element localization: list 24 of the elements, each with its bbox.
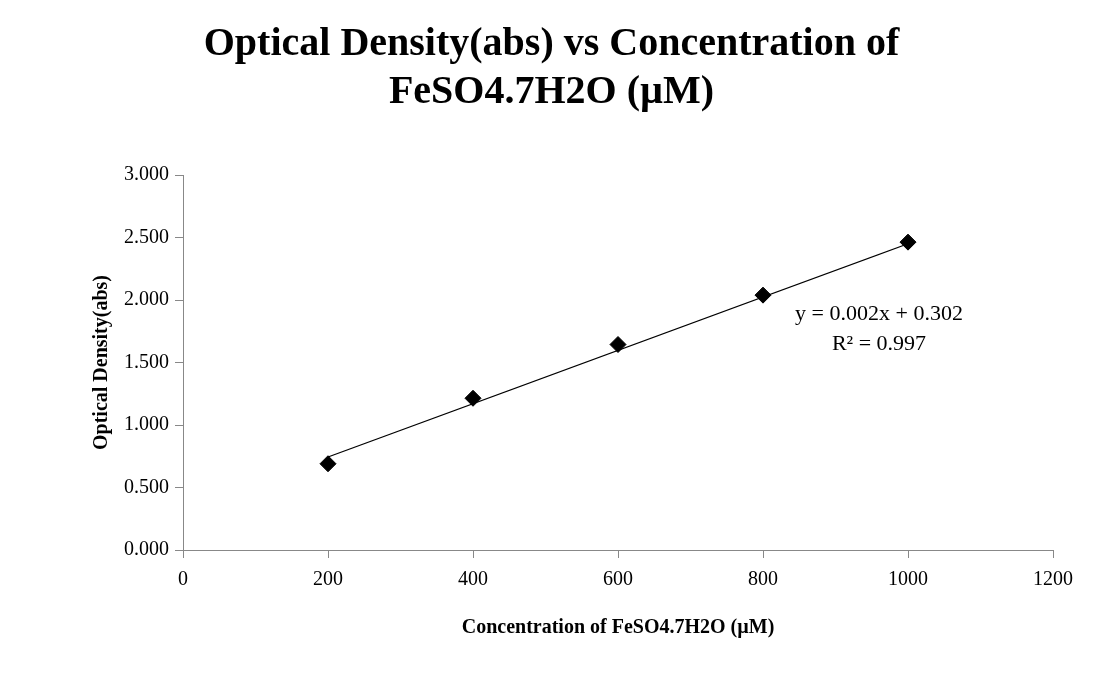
y-tick-label: 0.500 [124,474,169,497]
point [464,389,482,407]
x-tick-label: 200 [313,567,343,590]
y-tick-label: 2.000 [124,287,169,310]
x-tick-label: 1000 [888,567,928,590]
x-tick-label: 600 [603,567,633,590]
point [609,336,627,353]
annotation: R² = 0.997 [831,329,927,355]
y-tick-label: 1.500 [124,349,169,372]
x-tick-label: 1200 [1033,567,1073,590]
y-tick-label: 0.000 [124,537,169,560]
y-tick-label: 3.000 [124,162,169,185]
y-tick-label: 2.500 [124,224,169,247]
x-tick-label: 0 [178,567,188,590]
chart-title: Optical Density(abs) vs Concentration of FeSO4.7H2O (µM) [202,18,901,114]
point [754,286,772,304]
y-tick-label: 1.000 [124,412,169,435]
x-tick-label: 800 [748,567,778,590]
annotation: y = 0.002x + 0.302 [795,299,963,325]
x-tick-label: 400 [458,567,488,590]
point [319,455,337,473]
point [899,233,917,251]
y-axis-title: Optical Density(abs) [89,275,113,450]
x-axis-title: Concentration of FeSO4.7H2O (µM) [461,615,775,639]
